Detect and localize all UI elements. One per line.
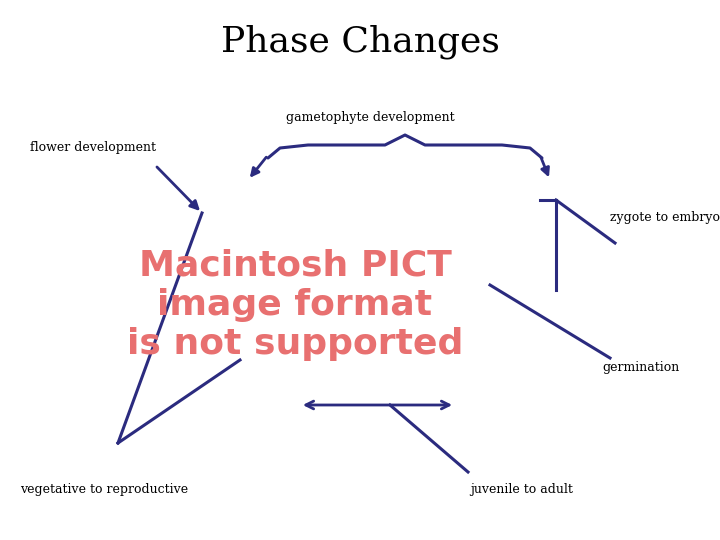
Text: juvenile to adult: juvenile to adult [470, 483, 573, 496]
Text: gametophyte development: gametophyte development [286, 111, 454, 125]
Text: zygote to embryo: zygote to embryo [610, 212, 720, 225]
Text: Macintosh PICT
image format
is not supported: Macintosh PICT image format is not suppo… [127, 248, 463, 361]
Text: flower development: flower development [30, 141, 156, 154]
Text: vegetative to reproductive: vegetative to reproductive [20, 483, 188, 496]
Text: Phase Changes: Phase Changes [220, 25, 500, 59]
Text: germination: germination [603, 361, 680, 375]
